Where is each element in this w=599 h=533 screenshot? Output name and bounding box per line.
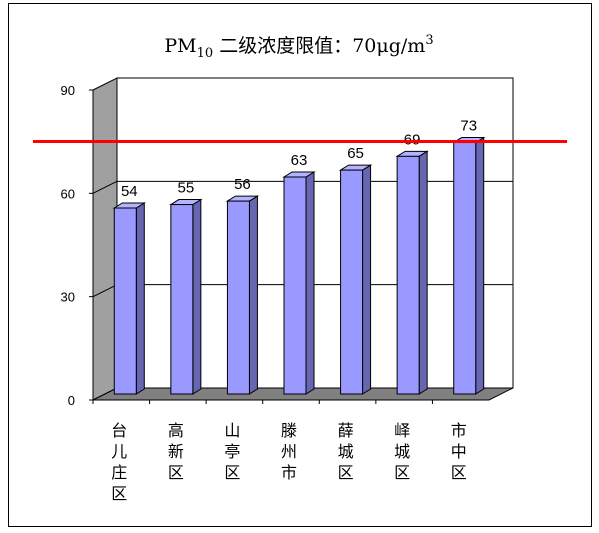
bar-1 <box>169 198 203 395</box>
bar-0 <box>112 202 147 395</box>
bar-side-2 <box>248 195 258 395</box>
data-label-3: 63 <box>291 152 308 169</box>
data-label-0: 54 <box>121 183 138 200</box>
bar-front-4 <box>340 169 364 395</box>
bar-4 <box>338 164 373 395</box>
category-labels: 台儿庄区 高新区 山亭区 滕州市 薛城区 峄城区 市中区 <box>92 400 467 503</box>
data-label-6: 73 <box>460 118 477 135</box>
data-label-4: 65 <box>347 145 364 162</box>
bar-front-5 <box>396 155 420 395</box>
chart-frame: PM10 二级浓度限值：70μg/m3 0 30 60 90 54 55 56 63 65 69… <box>8 3 592 527</box>
category-label-1: 高新区 <box>168 421 184 482</box>
y-axis-ticks: 0 30 60 90 <box>61 83 93 408</box>
y-tick-30: 30 <box>61 290 75 305</box>
category-label-6: 市中区 <box>451 421 467 482</box>
bar-2 <box>225 195 260 395</box>
category-label-3: 滕州市 <box>281 421 297 482</box>
bar-side-3 <box>305 171 315 395</box>
gridline-side-30 <box>92 284 118 298</box>
bar-side-1 <box>192 198 202 395</box>
category-label-4: 薛城区 <box>338 421 354 482</box>
bar-front-2 <box>226 200 250 395</box>
chart-title: PM10 二级浓度限值：70μg/m3 <box>164 33 433 61</box>
bar-5 <box>395 150 429 395</box>
bar-front-3 <box>283 176 307 395</box>
bar-side-0 <box>135 202 145 395</box>
y-tick-0: 0 <box>68 393 75 408</box>
back-wall-side <box>92 77 118 401</box>
bar-front-0 <box>113 207 137 395</box>
data-label-2: 56 <box>234 176 251 193</box>
gridline-side-60 <box>92 180 118 194</box>
bar-front-6 <box>453 142 477 395</box>
data-labels: 54 55 56 63 65 69 73 <box>121 118 477 200</box>
y-tick-60: 60 <box>61 186 75 201</box>
bar-side-4 <box>362 164 372 395</box>
bars <box>112 136 486 395</box>
bar-3 <box>282 171 316 395</box>
bar-front-1 <box>170 204 194 395</box>
data-label-5: 69 <box>404 131 421 148</box>
bar-side-5 <box>418 150 428 395</box>
data-label-1: 55 <box>178 180 195 197</box>
y-tick-90: 90 <box>61 83 75 98</box>
category-label-2: 山亭区 <box>224 421 240 482</box>
bar-chart: PM10 二级浓度限值：70μg/m3 0 30 60 90 54 55 56 63 65 69… <box>33 33 567 503</box>
category-label-5: 峄城区 <box>394 421 410 482</box>
bar-side-6 <box>475 136 485 395</box>
category-label-0: 台儿庄区 <box>111 421 127 503</box>
bar-6 <box>451 136 486 395</box>
